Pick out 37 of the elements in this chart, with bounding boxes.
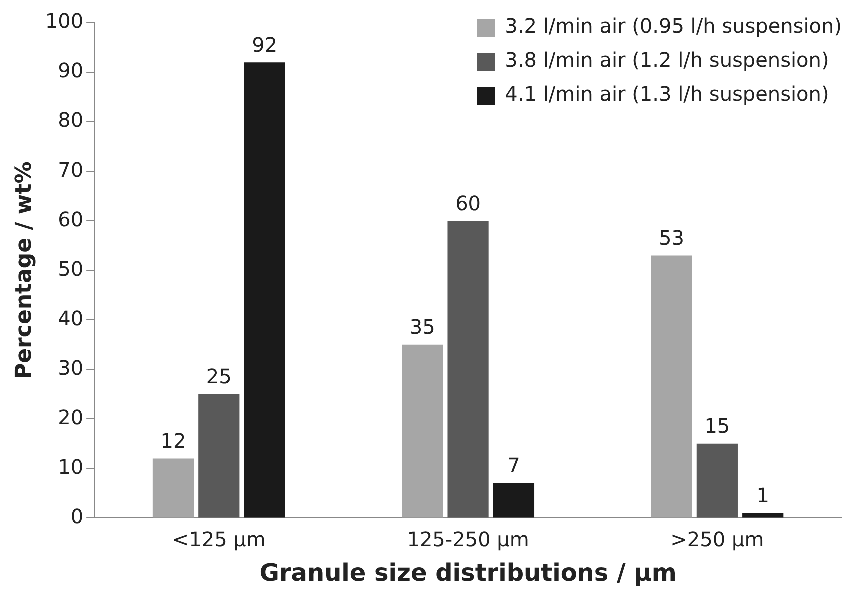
data-label: 60 [456,191,482,216]
y-tick-label: 30 [58,356,84,380]
data-label: 53 [659,226,684,250]
y-tick-label: 20 [58,405,84,430]
x-axis-title: Granule size distributions / µm [260,558,677,587]
data-label: 15 [704,414,730,438]
legend-label: 3.8 l/min air (1.2 l/h suspension) [505,48,830,72]
y-tick-label: 70 [58,158,84,182]
data-label: 35 [410,315,436,340]
y-tick-label: 80 [58,108,84,132]
y-tick-label: 0 [70,504,84,528]
bar [244,62,286,518]
y-tick-label: 90 [58,58,84,83]
bar [742,513,784,518]
data-label: 25 [206,364,232,389]
bar [198,394,240,518]
y-tick-label: 10 [58,454,84,479]
bar [402,344,444,518]
y-tick-label: 100 [45,9,84,34]
data-label: 7 [508,454,520,478]
data-label: 1 [756,483,770,508]
bar [696,444,738,518]
legend-label: 3.2 l/min air (0.95 l/h suspension) [505,14,842,38]
bar [651,256,692,518]
bar [152,458,194,518]
data-label: 12 [160,428,186,453]
x-tick-label: >250 µm [670,527,764,552]
data-label: 92 [252,32,278,57]
x-tick-label: 125-250 µm [407,527,530,552]
bar [493,484,535,518]
bar [448,221,489,518]
x-tick-label: <125 µm [172,527,266,552]
legend-label: 4.1 l/min air (1.3 l/h suspension) [505,82,830,106]
y-axis-title: Percentage / wt% [12,162,37,380]
y-tick-label: 60 [58,207,84,232]
y-tick-label: 50 [58,256,84,281]
y-tick-label: 40 [58,306,84,330]
